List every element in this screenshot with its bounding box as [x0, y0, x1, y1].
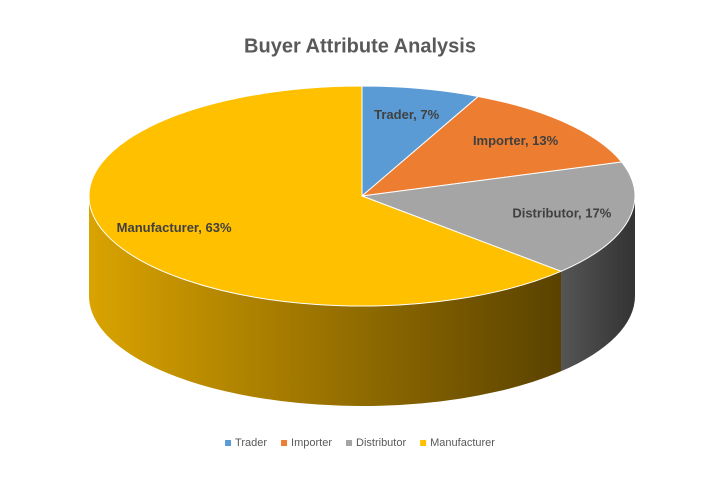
data-label: Distributor, 17%	[512, 205, 611, 220]
slice	[88, 85, 563, 307]
slice	[361, 85, 480, 198]
legend-swatch	[281, 440, 288, 446]
data-label: Importer, 13%	[473, 133, 559, 148]
legend-swatch	[225, 440, 232, 446]
chart-title: Buyer Attribute Analysis	[244, 35, 476, 57]
slice-side	[89, 196, 562, 406]
data-label: Trader, 7%	[374, 107, 439, 122]
data-label: Manufacturer, 63%	[117, 220, 232, 235]
slice-side	[561, 196, 635, 372]
legend-swatch	[420, 440, 427, 446]
legend-label: Manufacturer	[430, 437, 495, 449]
legend-label: Distributor	[356, 437, 406, 449]
legend-label: Importer	[291, 437, 332, 449]
slice	[360, 95, 623, 197]
slice	[361, 161, 636, 272]
legend-swatch	[346, 440, 353, 446]
legend-label: Trader	[235, 437, 267, 449]
